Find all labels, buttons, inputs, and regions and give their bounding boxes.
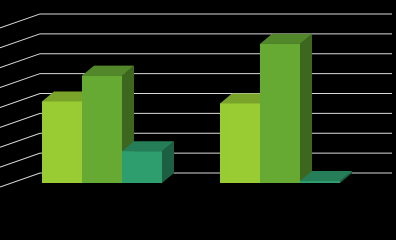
bar-front (42, 101, 82, 183)
bar-front (122, 151, 162, 183)
bar (220, 93, 272, 183)
bar-top (300, 171, 352, 182)
bar-top (220, 93, 272, 104)
bar-side (300, 33, 312, 183)
grid-line (0, 13, 392, 29)
bar (260, 33, 312, 183)
bar-top (82, 65, 134, 76)
bar-side (162, 141, 174, 183)
bar-front (300, 181, 340, 183)
bar-top (260, 33, 312, 44)
bar (122, 141, 174, 183)
bar (300, 171, 352, 183)
bar-front (82, 75, 122, 183)
bar-top (122, 141, 174, 152)
chart (0, 13, 392, 188)
bar-top (42, 91, 94, 102)
bar-side (340, 171, 352, 183)
bar-front (220, 103, 260, 183)
bar-front (260, 43, 300, 183)
